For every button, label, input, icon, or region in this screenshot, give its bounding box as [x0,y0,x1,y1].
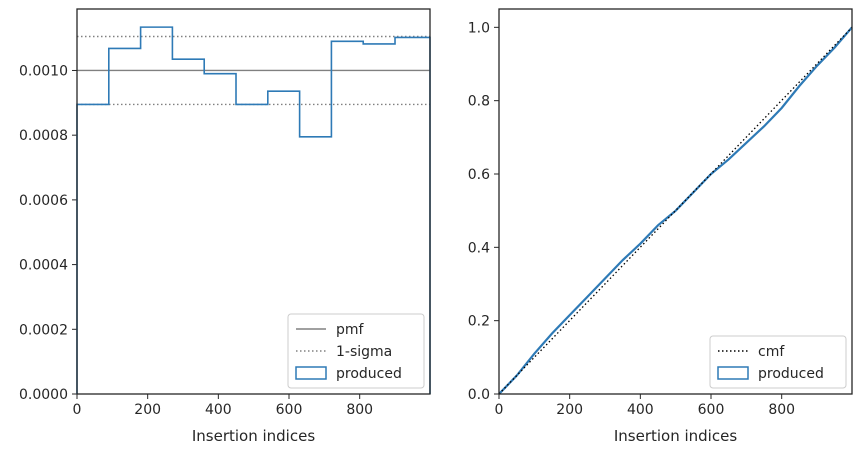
x-tick-label: 200 [134,402,161,418]
y-tick-label: 0.0000 [19,387,68,403]
x-tick-label: 800 [768,402,795,418]
legend-box [709,335,847,389]
y-tick-label: 0.2 [468,314,490,330]
legend-box [287,313,425,389]
y-tick-label: 1.0 [468,20,490,36]
x-tick-label: 200 [556,402,583,418]
x-tick-label: 600 [276,402,303,418]
legend-label: 1-sigma [336,344,392,360]
x-tick-label: 0 [495,402,504,418]
y-tick-label: 0.0010 [19,63,68,79]
legend-label: pmf [336,322,365,338]
produced-cumulative-line [498,26,853,395]
x-tick-label: 800 [346,402,373,418]
axes-frame [76,8,431,395]
y-tick-label: 0.0 [468,387,490,403]
y-tick-label: 0.0004 [19,258,68,274]
legend-patch-swatch [717,366,749,380]
x-axis-label: Insertion indices [192,427,315,445]
legend-label: cmf [758,344,785,360]
axes-frame [498,8,853,395]
y-tick-label: 0.0008 [19,128,68,144]
legend-label: produced [336,366,402,382]
y-tick-label: 0.0002 [19,322,68,338]
produced-histogram-step [76,26,431,394]
x-tick-label: 0 [73,402,82,418]
x-axis-label: Insertion indices [614,427,737,445]
y-tick-label: 0.8 [468,94,490,110]
legend-label: produced [758,366,824,382]
x-tick-label: 600 [698,402,725,418]
y-tick-label: 0.0006 [19,193,68,209]
y-tick-label: 0.4 [468,240,490,256]
x-tick-label: 400 [205,402,232,418]
legend-patch-swatch [295,366,327,380]
cmf-line [498,26,853,395]
x-tick-label: 400 [627,402,654,418]
cmf-panel: 0 200 400 600 800 0.0 0.2 0.4 0.6 0.8 1.0 Insertion… [468,8,853,445]
pmf-histogram-panel: 0 200 400 600 800 0.0000 0.0002 0.0004 0.0006 0.0… [19,8,431,445]
y-tick-label: 0.6 [468,167,490,183]
